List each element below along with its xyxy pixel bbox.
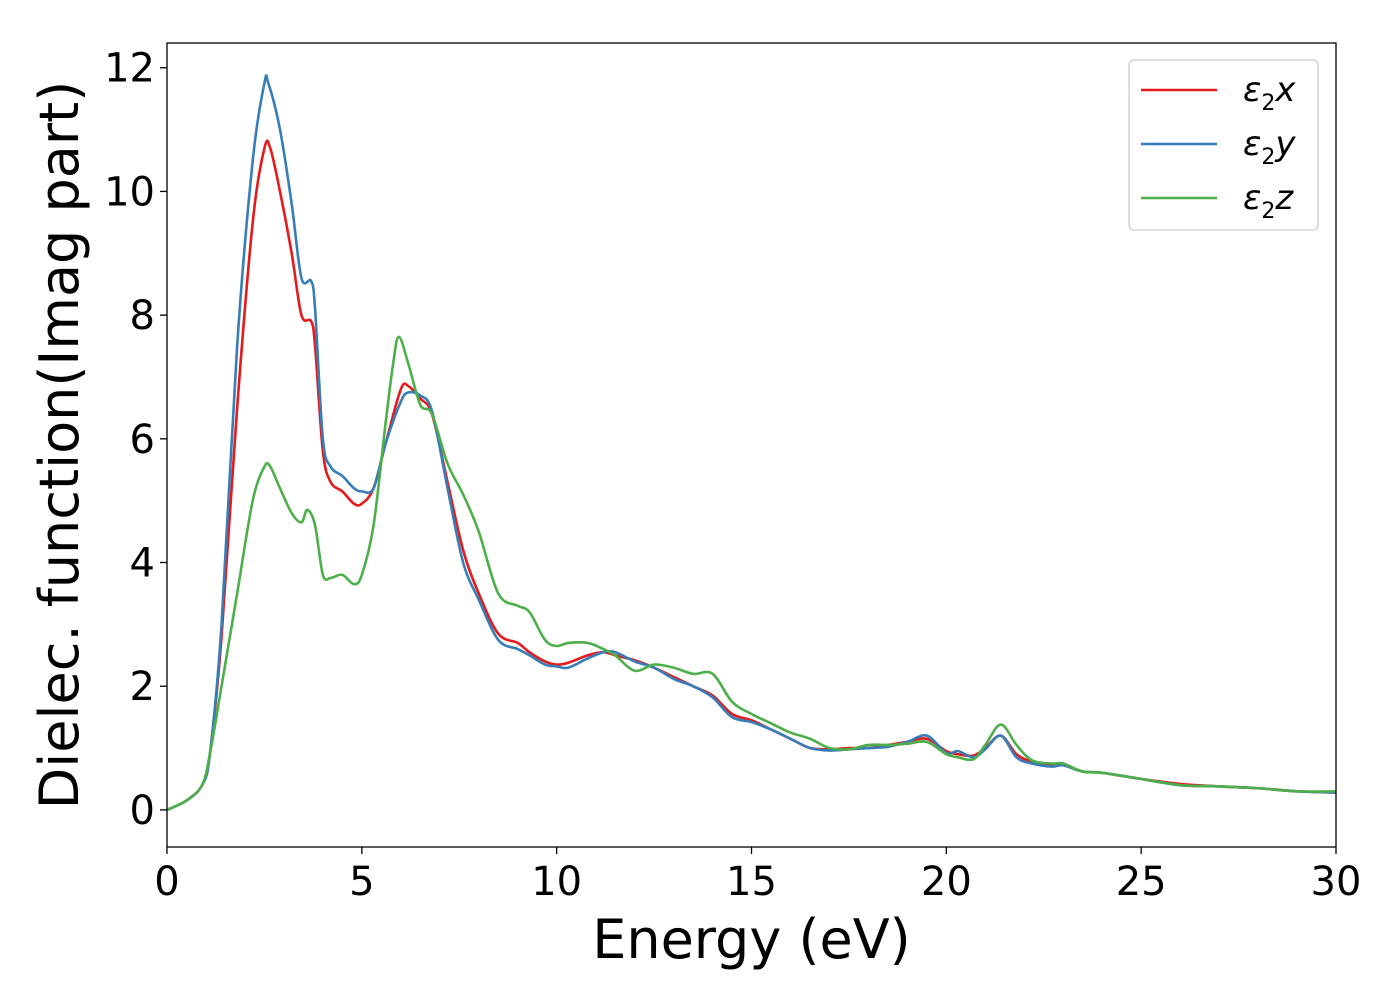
x-tick-label: 30 bbox=[1311, 859, 1362, 905]
x-tick-label: 25 bbox=[1116, 859, 1167, 905]
y-tick-label: 12 bbox=[104, 46, 155, 92]
y-tick-label: 6 bbox=[130, 417, 155, 463]
series-line-z bbox=[167, 335, 1336, 812]
x-tick-label: 5 bbox=[349, 859, 374, 905]
y-tick-label: 2 bbox=[130, 664, 155, 710]
y-axis-ticks: 0 2 4 6 8 10 12 bbox=[104, 46, 167, 834]
y-tick-label: 0 bbox=[130, 788, 155, 834]
legend-label-variable: x bbox=[1274, 70, 1296, 110]
series-line-y bbox=[167, 74, 1336, 812]
y-tick-label: 10 bbox=[104, 169, 155, 215]
legend-label-subscript: 2 bbox=[1261, 91, 1275, 116]
x-tick-label: 20 bbox=[921, 859, 972, 905]
x-axis-ticks: 0 5 10 15 20 25 30 bbox=[154, 847, 1361, 905]
x-axis-title: Energy (eV) bbox=[592, 908, 911, 971]
y-axis-title: Dielec. function(Imag part) bbox=[28, 81, 91, 810]
x-tick-label: 10 bbox=[531, 859, 582, 905]
y-tick-label: 8 bbox=[130, 293, 155, 339]
legend-label-variable: y bbox=[1274, 124, 1296, 164]
legend-label-subscript: 2 bbox=[1261, 145, 1275, 170]
series-layer bbox=[167, 74, 1336, 812]
legend-box bbox=[1128, 59, 1319, 231]
x-tick-label: 0 bbox=[154, 859, 179, 905]
legend-label-main: ε bbox=[1243, 178, 1261, 218]
y-tick-label: 4 bbox=[130, 541, 155, 587]
legend-label-main: ε bbox=[1243, 70, 1261, 110]
legend-label-variable: z bbox=[1274, 178, 1294, 218]
legend-label-main: ε bbox=[1243, 124, 1261, 164]
legend-label-y: ε2y bbox=[1243, 124, 1296, 170]
legend-label-x: ε2x bbox=[1243, 70, 1296, 116]
legend-label-z: ε2z bbox=[1243, 178, 1294, 224]
legend-label-subscript: 2 bbox=[1261, 199, 1275, 224]
x-tick-label: 15 bbox=[726, 859, 777, 905]
